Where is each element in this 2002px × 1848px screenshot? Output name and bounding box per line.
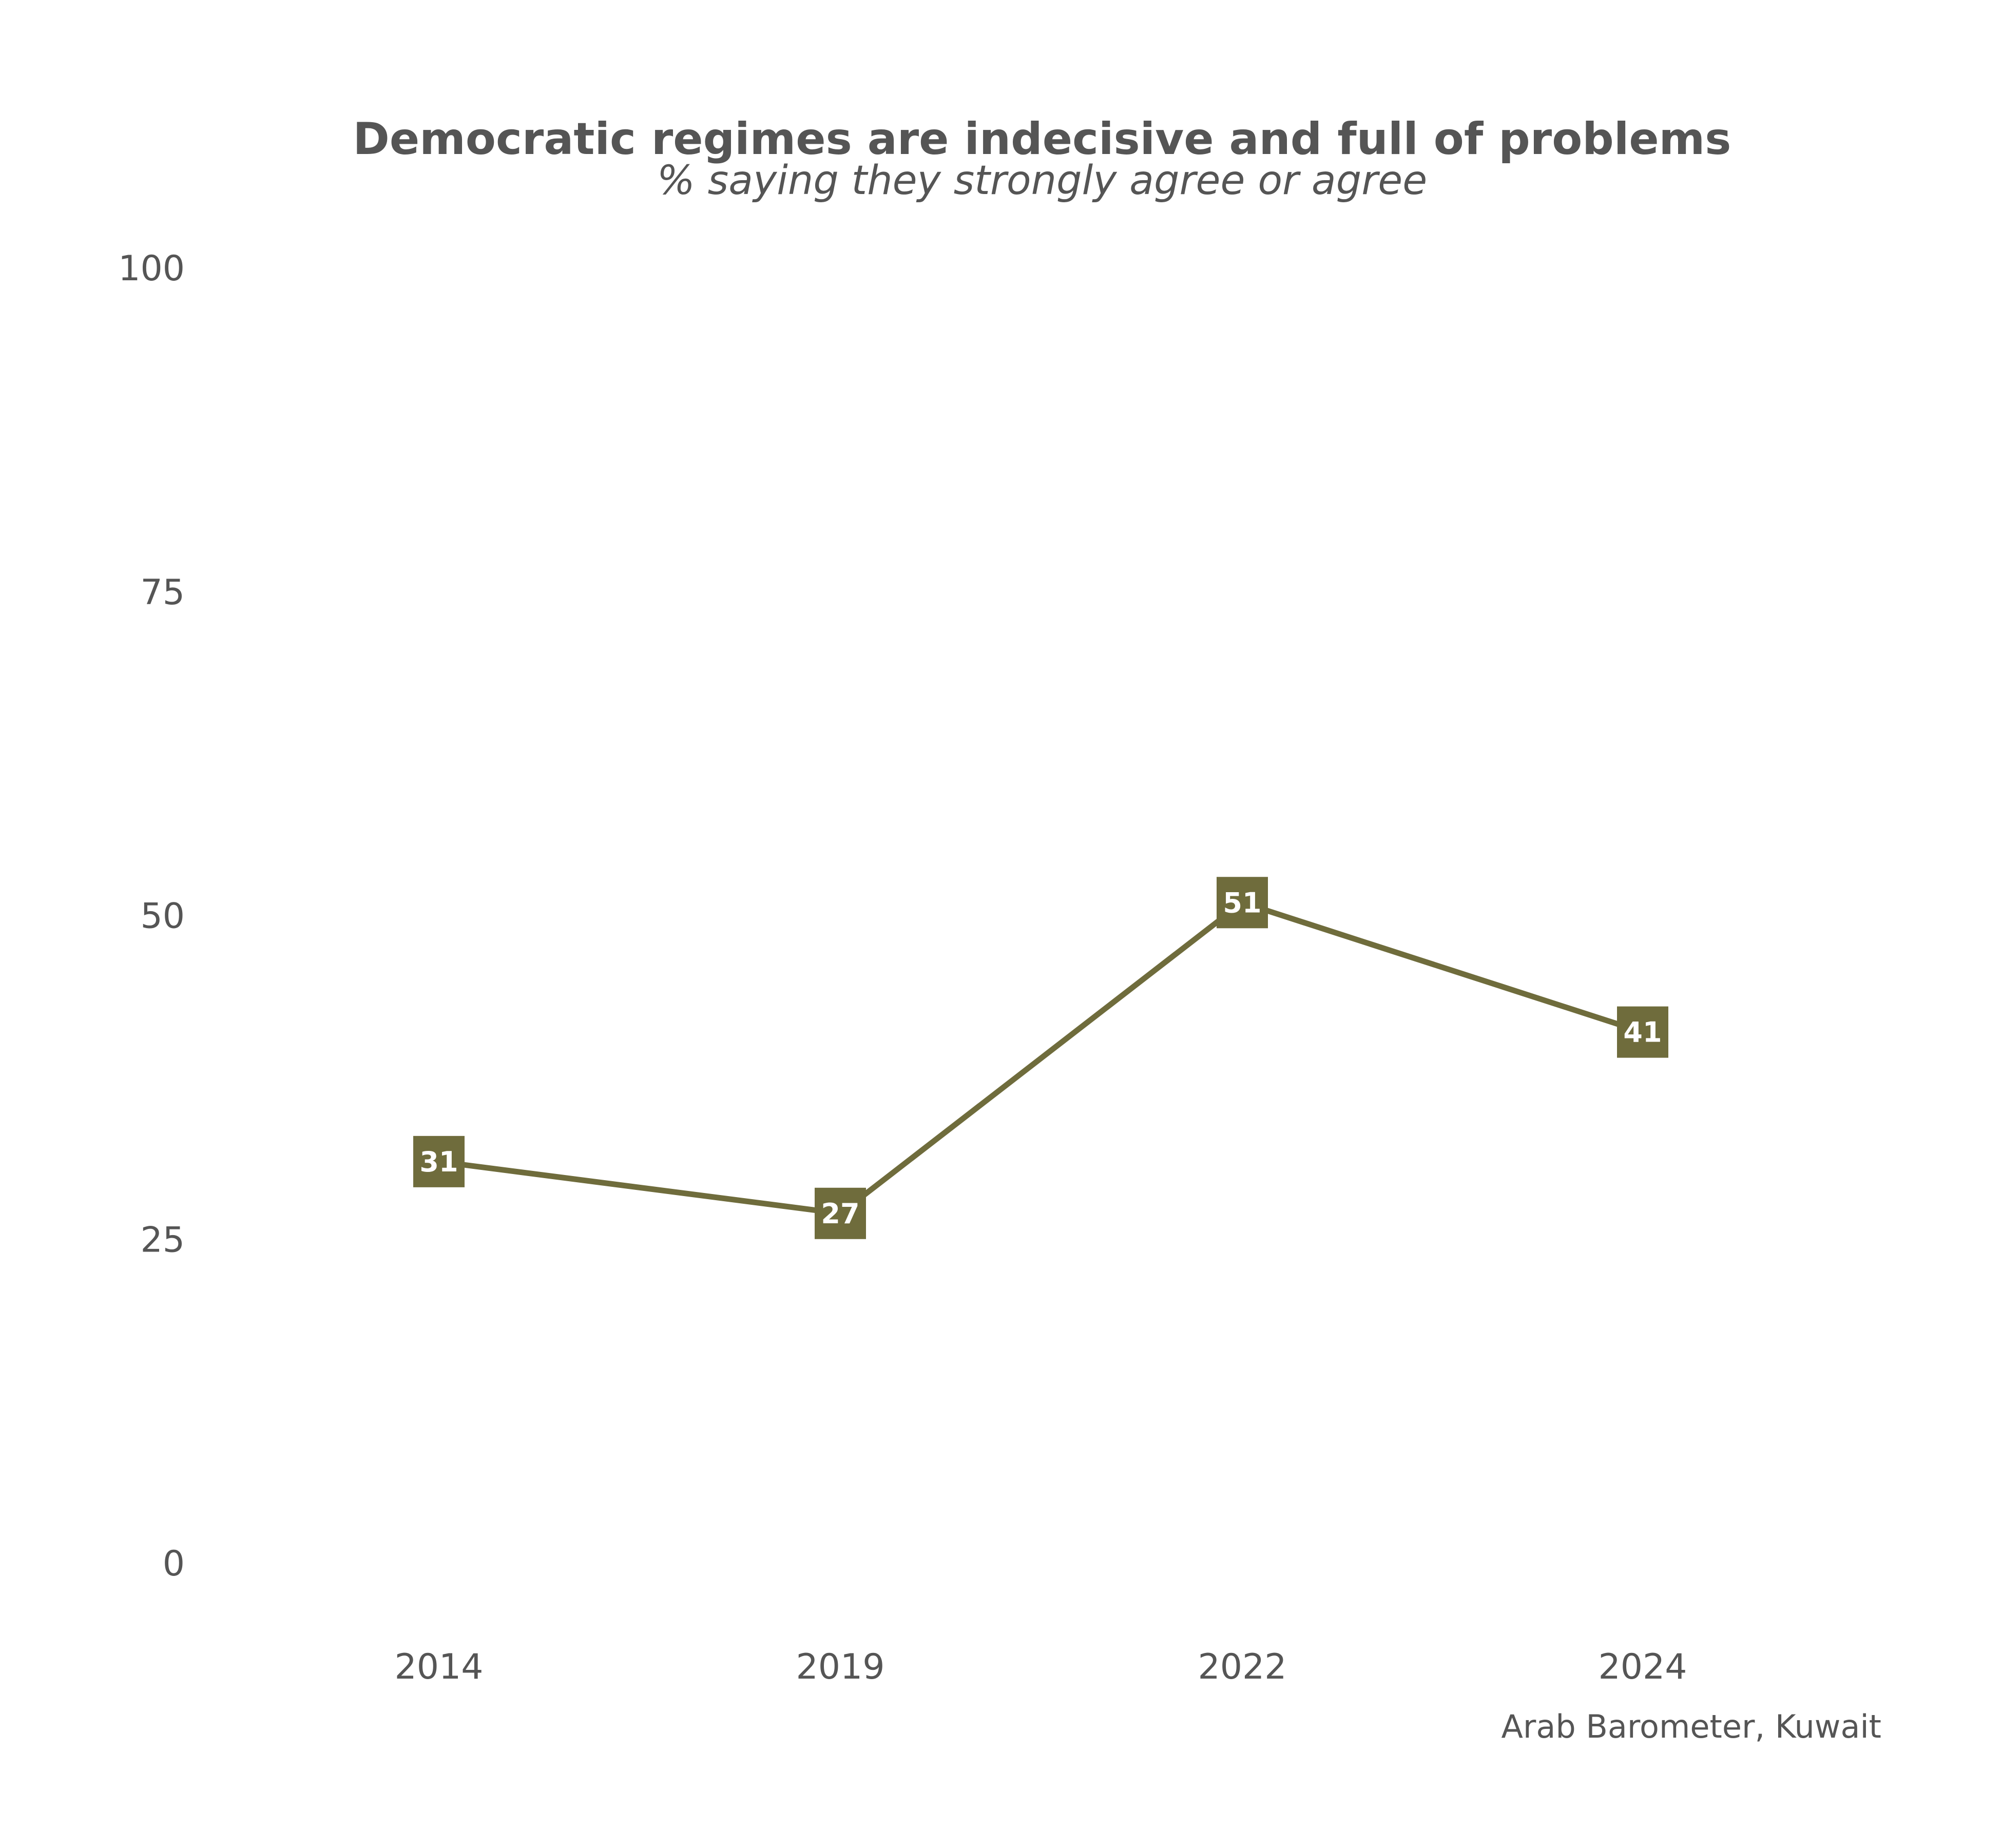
y-tick-label: 25	[140, 1220, 185, 1260]
x-tick-label: 2024	[1598, 1647, 1687, 1687]
y-tick-label: 75	[140, 572, 185, 613]
y-tick-label: 0	[163, 1544, 185, 1584]
y-tick-label: 50	[140, 896, 185, 937]
data-point-marker	[413, 1135, 465, 1187]
chart-caption: Arab Barometer, Kuwait	[1501, 1708, 1881, 1745]
x-tick-label: 2022	[1198, 1647, 1286, 1687]
series-line	[436, 899, 1646, 1217]
data-label: 41	[1623, 1016, 1662, 1049]
series-line-group	[436, 899, 1646, 1217]
x-tick-label: 2014	[394, 1647, 483, 1687]
y-axis: 0 25 50 75 100	[118, 248, 185, 1584]
data-point-marker	[815, 1187, 866, 1239]
x-tick-label: 2019	[796, 1647, 884, 1687]
data-point-marker	[1217, 877, 1268, 929]
chart-subtitle: % saying they strongly agree or agree	[657, 158, 1428, 204]
data-label: 27	[821, 1198, 859, 1230]
y-tick-label: 100	[118, 248, 185, 289]
x-axis: 2014 2019 2022 2024	[394, 1647, 1687, 1687]
data-point-marker	[1617, 1006, 1668, 1058]
data-label: 31	[419, 1146, 458, 1178]
data-label: 51	[1223, 887, 1261, 919]
data-points: 31 27 51 41	[413, 877, 1668, 1239]
chart-title: Democratic regimes are indecisive and fu…	[353, 113, 1731, 165]
